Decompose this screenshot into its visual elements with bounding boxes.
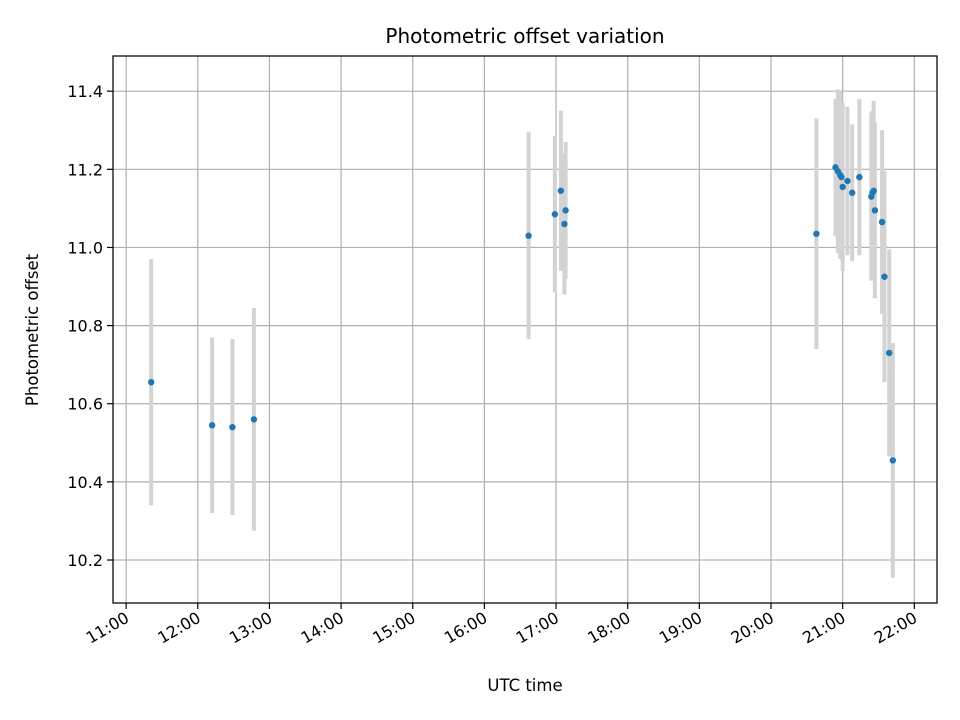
- plot-frame: [112, 55, 938, 604]
- x-axis-label: UTC time: [487, 676, 562, 695]
- data-point: [839, 183, 846, 191]
- y-axis-label: Photometric offset: [23, 253, 42, 406]
- y-tick-label: 11.2: [67, 160, 103, 179]
- data-point: [561, 220, 568, 228]
- data-point: [886, 349, 893, 357]
- data-point: [878, 218, 886, 226]
- data-point: [525, 232, 532, 239]
- data-point: [849, 189, 856, 196]
- data-point: [148, 379, 155, 386]
- y-tick-label: 10.2: [67, 551, 103, 570]
- data-point: [856, 173, 863, 181]
- y-axis: 10.2 10.4 10.6 10.8 11.0 11.2 11.4: [67, 82, 113, 570]
- data-point: [889, 457, 897, 464]
- data-point: [208, 422, 216, 429]
- data-point: [813, 230, 820, 237]
- chart-title: Photometric offset variation: [385, 24, 664, 48]
- y-tick-label: 11.4: [67, 82, 103, 101]
- data-point: [229, 423, 236, 431]
- y-tick-label: 10.8: [67, 317, 103, 336]
- data-point: [250, 416, 258, 423]
- y-tick-label: 10.6: [67, 395, 103, 414]
- data-point: [557, 187, 565, 194]
- data-point: [838, 173, 845, 181]
- data-point: [562, 207, 569, 214]
- data-point: [870, 187, 877, 194]
- data-points: [148, 164, 897, 464]
- grid: [113, 56, 937, 603]
- data-point: [881, 273, 888, 280]
- y-tick-label: 10.4: [67, 473, 103, 492]
- data-point: [871, 207, 879, 214]
- data-point: [844, 177, 851, 185]
- data-point: [551, 211, 559, 218]
- y-tick-label: 11.0: [67, 238, 103, 257]
